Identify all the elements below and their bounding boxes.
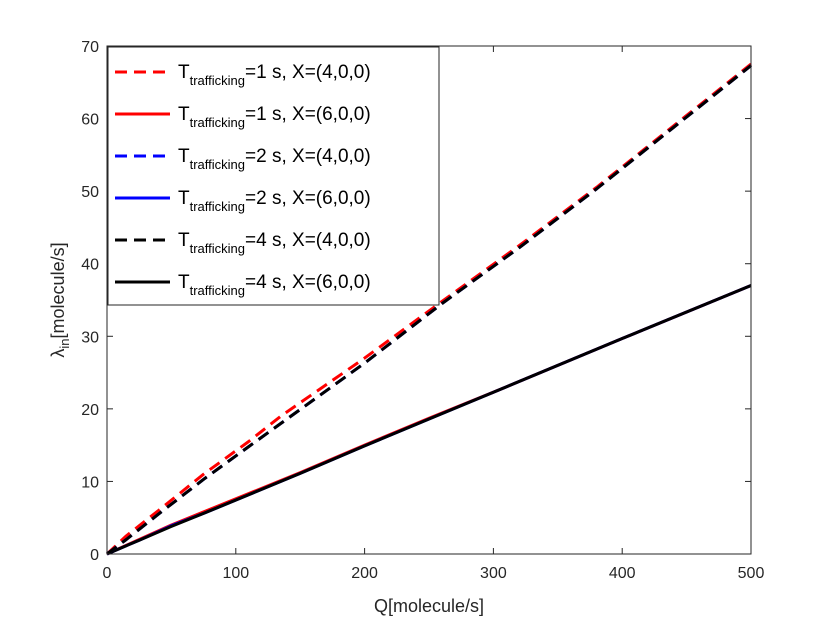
- legend-label-main: T: [178, 62, 190, 83]
- plot-frame: [106, 45, 752, 555]
- ticks-layer: 0 100 200 300 400 500 0 10 20 30 40 50 60 70: [81, 39, 764, 582]
- legend-label-main: T: [178, 104, 190, 125]
- legend-label-5: Ttrafficking=4 s, X=(4,0,0): [178, 230, 371, 256]
- legend-label-main: T: [178, 272, 190, 293]
- x-tick-label: 100: [222, 565, 249, 582]
- legend-label-rest: =1 s, X=(6,0,0): [245, 104, 371, 125]
- legend-label-main: T: [178, 146, 190, 167]
- x-tick-label: 400: [609, 565, 636, 582]
- legend-label-rest: =4 s, X=(6,0,0): [245, 272, 371, 293]
- legend-label-sub: trafficking: [190, 283, 245, 298]
- legend-label-sub: trafficking: [190, 241, 245, 256]
- y-axis-label-sub: in: [57, 338, 72, 348]
- legend-label-rest: =4 s, X=(4,0,0): [245, 230, 371, 251]
- y-tick-label: 70: [81, 39, 99, 56]
- series-line-6: [106, 284, 752, 556]
- legend-label-4: Ttrafficking=2 s, X=(6,0,0): [178, 188, 371, 214]
- legend-box: [107, 46, 440, 306]
- y-tick-label: 20: [81, 402, 99, 419]
- x-tick-label: 0: [103, 565, 112, 582]
- y-tick-label: 30: [81, 329, 99, 346]
- series-layer: [105, 62, 752, 556]
- legend-label-sub: trafficking: [190, 199, 245, 214]
- legend-label-sub: trafficking: [190, 157, 245, 172]
- series-line-5: [106, 64, 752, 556]
- y-tick-label: 0: [90, 547, 99, 564]
- x-tick-label: 500: [738, 565, 765, 582]
- legend-label-1: Ttrafficking=1 s, X=(4,0,0): [178, 62, 371, 88]
- y-tick-label: 60: [81, 112, 99, 129]
- legend-label-2: Ttrafficking=1 s, X=(6,0,0): [178, 104, 371, 130]
- legend-label-rest: =2 s, X=(4,0,0): [245, 146, 371, 167]
- legend-label-rest: =2 s, X=(6,0,0): [245, 188, 371, 209]
- legend-label-3: Ttrafficking=2 s, X=(4,0,0): [178, 146, 371, 172]
- legend-label-sub: trafficking: [190, 73, 245, 88]
- legend-label-6: Ttrafficking=4 s, X=(6,0,0): [178, 272, 371, 298]
- y-axis-label-rest: [molecule/s]: [48, 242, 68, 338]
- x-tick-label: 300: [480, 565, 507, 582]
- x-tick-label: 200: [351, 565, 378, 582]
- axes-layer: [106, 45, 752, 555]
- y-tick-label: 50: [81, 184, 99, 201]
- legend-label-sub: trafficking: [190, 115, 245, 130]
- legend-label-rest: =1 s, X=(4,0,0): [245, 62, 371, 83]
- legend: Ttrafficking=1 s, X=(4,0,0)Ttrafficking=…: [107, 46, 440, 306]
- legend-label-main: T: [178, 188, 190, 209]
- legend-label-main: T: [178, 230, 190, 251]
- y-tick-label: 40: [81, 257, 99, 274]
- y-axis-label-main: λ: [48, 349, 68, 358]
- y-tick-label: 10: [81, 474, 99, 491]
- y-axis-label: λin[molecule/s]: [48, 242, 72, 357]
- x-axis-label: Q[molecule/s]: [374, 596, 484, 616]
